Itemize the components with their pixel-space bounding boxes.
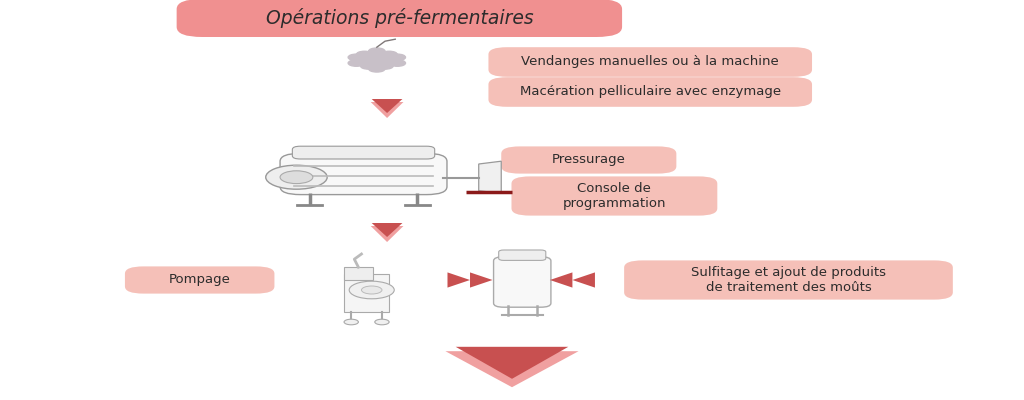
Text: Pompage: Pompage [169, 274, 230, 286]
Polygon shape [371, 226, 403, 242]
Polygon shape [479, 161, 502, 193]
FancyBboxPatch shape [494, 257, 551, 307]
Circle shape [369, 60, 385, 66]
FancyBboxPatch shape [280, 154, 446, 195]
Polygon shape [456, 347, 568, 379]
Circle shape [377, 63, 393, 69]
Polygon shape [572, 272, 595, 288]
Text: Console de
programmation: Console de programmation [562, 182, 667, 210]
Circle shape [389, 54, 406, 60]
Polygon shape [372, 223, 402, 237]
Circle shape [369, 66, 385, 72]
Circle shape [265, 165, 328, 189]
FancyBboxPatch shape [344, 274, 389, 312]
Circle shape [361, 286, 382, 294]
Text: Pressurage: Pressurage [552, 154, 626, 166]
FancyBboxPatch shape [344, 267, 373, 280]
Circle shape [344, 319, 358, 325]
Polygon shape [371, 102, 403, 118]
Text: Vendanges manuelles ou à la machine: Vendanges manuelles ou à la machine [521, 56, 779, 68]
FancyBboxPatch shape [125, 266, 274, 294]
Circle shape [356, 57, 373, 63]
Circle shape [381, 57, 397, 63]
Text: Opérations pré-fermentaires: Opérations pré-fermentaires [265, 8, 534, 28]
FancyBboxPatch shape [293, 146, 434, 159]
Circle shape [369, 48, 385, 54]
Text: Sulfitage et ajout de produits
de traitement des moûts: Sulfitage et ajout de produits de traite… [691, 266, 886, 294]
Circle shape [360, 63, 377, 69]
FancyBboxPatch shape [511, 176, 717, 216]
Polygon shape [445, 351, 579, 387]
Circle shape [280, 171, 313, 184]
FancyBboxPatch shape [488, 77, 812, 107]
Circle shape [356, 51, 373, 58]
Polygon shape [447, 272, 470, 288]
Polygon shape [470, 272, 493, 288]
FancyBboxPatch shape [625, 260, 953, 300]
Circle shape [381, 51, 397, 58]
Circle shape [389, 60, 406, 66]
Polygon shape [550, 272, 572, 288]
Polygon shape [372, 99, 402, 113]
Circle shape [348, 54, 365, 60]
FancyBboxPatch shape [499, 250, 546, 260]
Circle shape [348, 60, 365, 66]
Circle shape [369, 54, 385, 60]
Circle shape [349, 281, 394, 299]
FancyBboxPatch shape [177, 0, 623, 37]
Circle shape [375, 319, 389, 325]
FancyBboxPatch shape [501, 146, 676, 174]
Text: Macération pelliculaire avec enzymage: Macération pelliculaire avec enzymage [519, 86, 781, 98]
FancyBboxPatch shape [488, 47, 812, 77]
